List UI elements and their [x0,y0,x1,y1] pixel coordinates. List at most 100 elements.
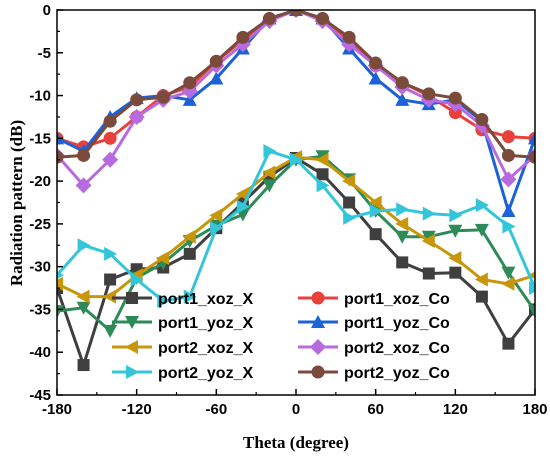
data-point-port2_yoz_X [369,204,383,219]
data-point-port2_yoz_Co [289,10,303,17]
data-point-port2_yoz_Co [183,76,197,90]
data-point-port2_yoz_Co [395,76,409,90]
data-point-port2_xoz_X [235,186,249,201]
data-point-port2_xoz_X [315,152,329,167]
data-point-port1_xoz_X [104,273,117,286]
data-point-port1_yoz_Co [395,92,410,106]
legend-item-port1_xoz_Co: port1_xoz_Co [298,291,450,308]
legend-marker-port2_yoz_Co [311,365,325,379]
data-point-port1_xoz_X [422,267,435,280]
data-point-port2_yoz_Co [103,114,117,128]
data-point-port2_xoz_Co [128,108,145,125]
x-tick-label: 180 [522,401,547,418]
data-point-port1_yoz_Co [182,92,197,106]
data-point-port1_yoz_X [448,224,463,238]
data-point-port2_yoz_X [396,202,410,217]
x-tick-label: 120 [443,401,468,418]
data-point-port1_xoz_X [77,359,90,372]
data-point-port2_yoz_Co [316,12,330,26]
data-point-port1_xoz_Co [103,131,117,145]
data-point-port2_yoz_X [529,281,535,296]
data-point-port1_xoz_X [183,247,196,260]
data-point-port2_yoz_X [502,219,516,234]
legend-label-port2_yoz_X: port2_yoz_X [158,365,253,382]
series-line-port1_xoz_X [57,156,535,367]
data-point-port2_yoz_Co [262,12,276,26]
data-point-port2_yoz_Co [77,148,91,162]
y-tick-label: -40 [29,344,51,361]
data-point-port2_xoz_X [501,276,515,291]
legend: port1_xoz_X port1_yoz_X port2_xoz_X port2_y… [112,291,450,382]
data-point-port2_xoz_X [474,272,488,287]
data-point-port2_yoz_X [263,144,277,159]
legend-item-port2_xoz_X: port2_xoz_X [112,340,253,357]
data-point-port2_yoz_Co [130,93,144,107]
legend-item-port2_yoz_Co: port2_yoz_Co [298,365,450,382]
data-point-port2_yoz_X [449,208,463,223]
legend-item-port1_yoz_X: port1_yoz_X [112,315,253,332]
y-tick-label: -30 [29,259,51,276]
data-point-port2_xoz_X [528,271,535,279]
series-port2_xoz_X [57,150,535,304]
data-point-port1_yoz_X [76,301,91,315]
x-tick-label: -120 [122,401,152,418]
series-layer [57,10,535,372]
data-point-port2_yoz_X [290,152,303,167]
data-point-port2_xoz_Co [102,151,119,168]
legend-marker-port2_yoz_X [126,365,139,379]
data-point-port2_xoz_X [395,216,409,231]
data-point-port2_xoz_X [421,234,435,248]
data-point-port2_yoz_Co [528,150,535,164]
data-point-port2_yoz_X [104,246,118,261]
data-point-port2_yoz_Co [57,150,64,164]
data-point-port2_yoz_Co [501,148,515,162]
legend-marker-port1_yoz_Co [311,315,325,328]
data-point-port2_yoz_X [157,293,171,308]
data-point-port2_yoz_X [316,178,330,193]
legend-item-port2_yoz_X: port2_yoz_X [112,365,253,382]
data-point-port2_yoz_Co [369,56,383,70]
legend-label-port1_xoz_Co: port1_xoz_Co [344,291,450,308]
data-point-port1_yoz_X [528,305,535,319]
series-port1_xoz_Co [57,10,535,154]
x-tick-label: -180 [42,401,72,418]
y-tick-label: -20 [29,173,51,190]
x-axis-title: Theta (degree) [243,433,349,452]
data-point-port2_xoz_X [209,208,223,223]
data-point-port1_yoz_X [395,230,410,244]
data-point-port2_yoz_Co [475,113,489,127]
legend-label-port1_xoz_X: port1_xoz_X [158,291,253,308]
axes-layer: -180 -120 -60 0 60 120 180 0 -5 -10 -15 -20 -25 -30 -3… [29,2,547,418]
data-point-port2_xoz_X [156,251,170,266]
data-point-port2_yoz_X [343,210,357,225]
x-tick-label: 0 [292,401,300,418]
data-point-port2_yoz_Co [156,90,170,104]
legend-item-port1_yoz_Co: port1_yoz_Co [298,315,450,332]
data-point-port1_xoz_X [343,196,356,209]
data-point-port1_xoz_X [316,168,329,181]
data-point-port1_yoz_X [57,305,64,319]
y-tick-label: -5 [38,45,51,62]
data-point-port2_xoz_X [103,289,117,304]
y-tick-label: 0 [43,2,51,19]
data-point-port1_xoz_X [449,266,462,279]
data-point-port1_yoz_X [474,223,489,237]
data-point-port2_yoz_Co [448,91,462,105]
data-point-port2_yoz_X [422,206,436,221]
data-point-port2_xoz_X [182,229,196,244]
series-port1_yoz_X [57,150,535,338]
y-tick-label: -15 [29,130,51,147]
data-point-port2_xoz_X [368,195,382,210]
legend-label-port1_yoz_Co: port1_yoz_Co [344,315,450,332]
data-point-port2_xoz_X [448,251,462,266]
legend-item-port1_xoz_X: port1_xoz_X [112,291,253,308]
plot-frame [56,9,536,396]
y-tick-label: -10 [29,88,51,105]
data-point-port2_xoz_Co [500,171,517,188]
data-point-port2_yoz_X [475,198,489,213]
data-point-port2_xoz_X [262,165,276,180]
series-line-port2_yoz_Co [57,10,535,159]
legend-marker-port1_xoz_X [126,292,138,304]
series-port1_xoz_X [57,152,535,372]
data-point-port2_xoz_X [57,276,63,291]
